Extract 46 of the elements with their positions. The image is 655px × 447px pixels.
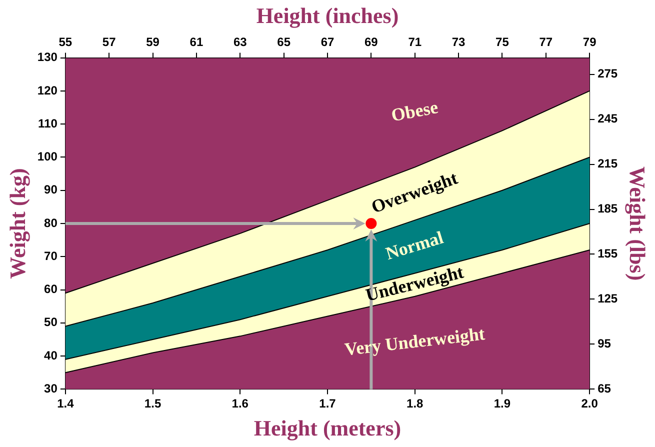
x2-tick-label: 61	[190, 34, 204, 49]
y2-axis-title: Weight (lbs)	[625, 166, 650, 281]
x2-tick-label: 59	[146, 34, 160, 49]
y-tick-label: 130	[37, 50, 58, 64]
y2-tick-label: 65	[598, 382, 612, 396]
x2-tick-label: 67	[320, 34, 334, 49]
x2-tick-label: 79	[582, 34, 597, 49]
y-tick-label: 100	[37, 150, 58, 164]
x2-tick-label: 57	[102, 34, 116, 49]
x-tick-label: 1.5	[144, 396, 162, 411]
x-tick-label: 1.6	[232, 396, 249, 411]
x-tick-label: 1.7	[319, 396, 336, 411]
x-tick-label: 2.0	[581, 396, 598, 411]
y2-tick-label: 95	[598, 336, 612, 351]
y-tick-label: 110	[38, 116, 58, 130]
y-axis-title: Weight (kg)	[4, 168, 30, 279]
x-tick-label: 1.8	[406, 396, 424, 411]
y2-tick-label: 185	[598, 202, 618, 216]
series-label: Very Underweight	[344, 324, 486, 360]
y-tick-label: 120	[37, 83, 58, 98]
y-tick-label: 50	[44, 315, 58, 330]
y-tick-label: 90	[44, 182, 58, 197]
y-tick-label: 80	[44, 216, 58, 230]
x-tick-label: 1.9	[494, 396, 511, 411]
y-tick-label: 30	[44, 382, 58, 396]
x2-tick-label: 77	[539, 34, 553, 49]
x-axis-title: Height (meters)	[254, 415, 402, 440]
x2-tick-label: 75	[496, 34, 510, 49]
y2-tick-label: 215	[598, 156, 618, 171]
x2-axis-title: Height (inches)	[256, 2, 399, 28]
y-tick-label: 40	[44, 348, 58, 362]
y2-tick-label: 245	[598, 112, 618, 126]
x2-tick-label: 55	[58, 34, 72, 49]
x2-tick-label: 63	[233, 34, 248, 49]
y2-tick-label: 125	[598, 292, 618, 306]
x-tick-label: 1.4	[57, 396, 74, 411]
y-tick-label: 60	[44, 282, 58, 296]
y2-tick-label: 275	[598, 66, 618, 81]
series-label: Obese	[390, 96, 440, 126]
x2-tick-label: 65	[277, 34, 291, 49]
series-label: Normal	[383, 227, 446, 264]
x2-tick-label: 73	[452, 34, 466, 49]
y2-tick-label: 155	[598, 246, 618, 261]
x2-tick-label: 71	[408, 34, 422, 49]
y-tick-label: 70	[44, 248, 58, 263]
x2-tick-label: 69	[364, 34, 378, 49]
